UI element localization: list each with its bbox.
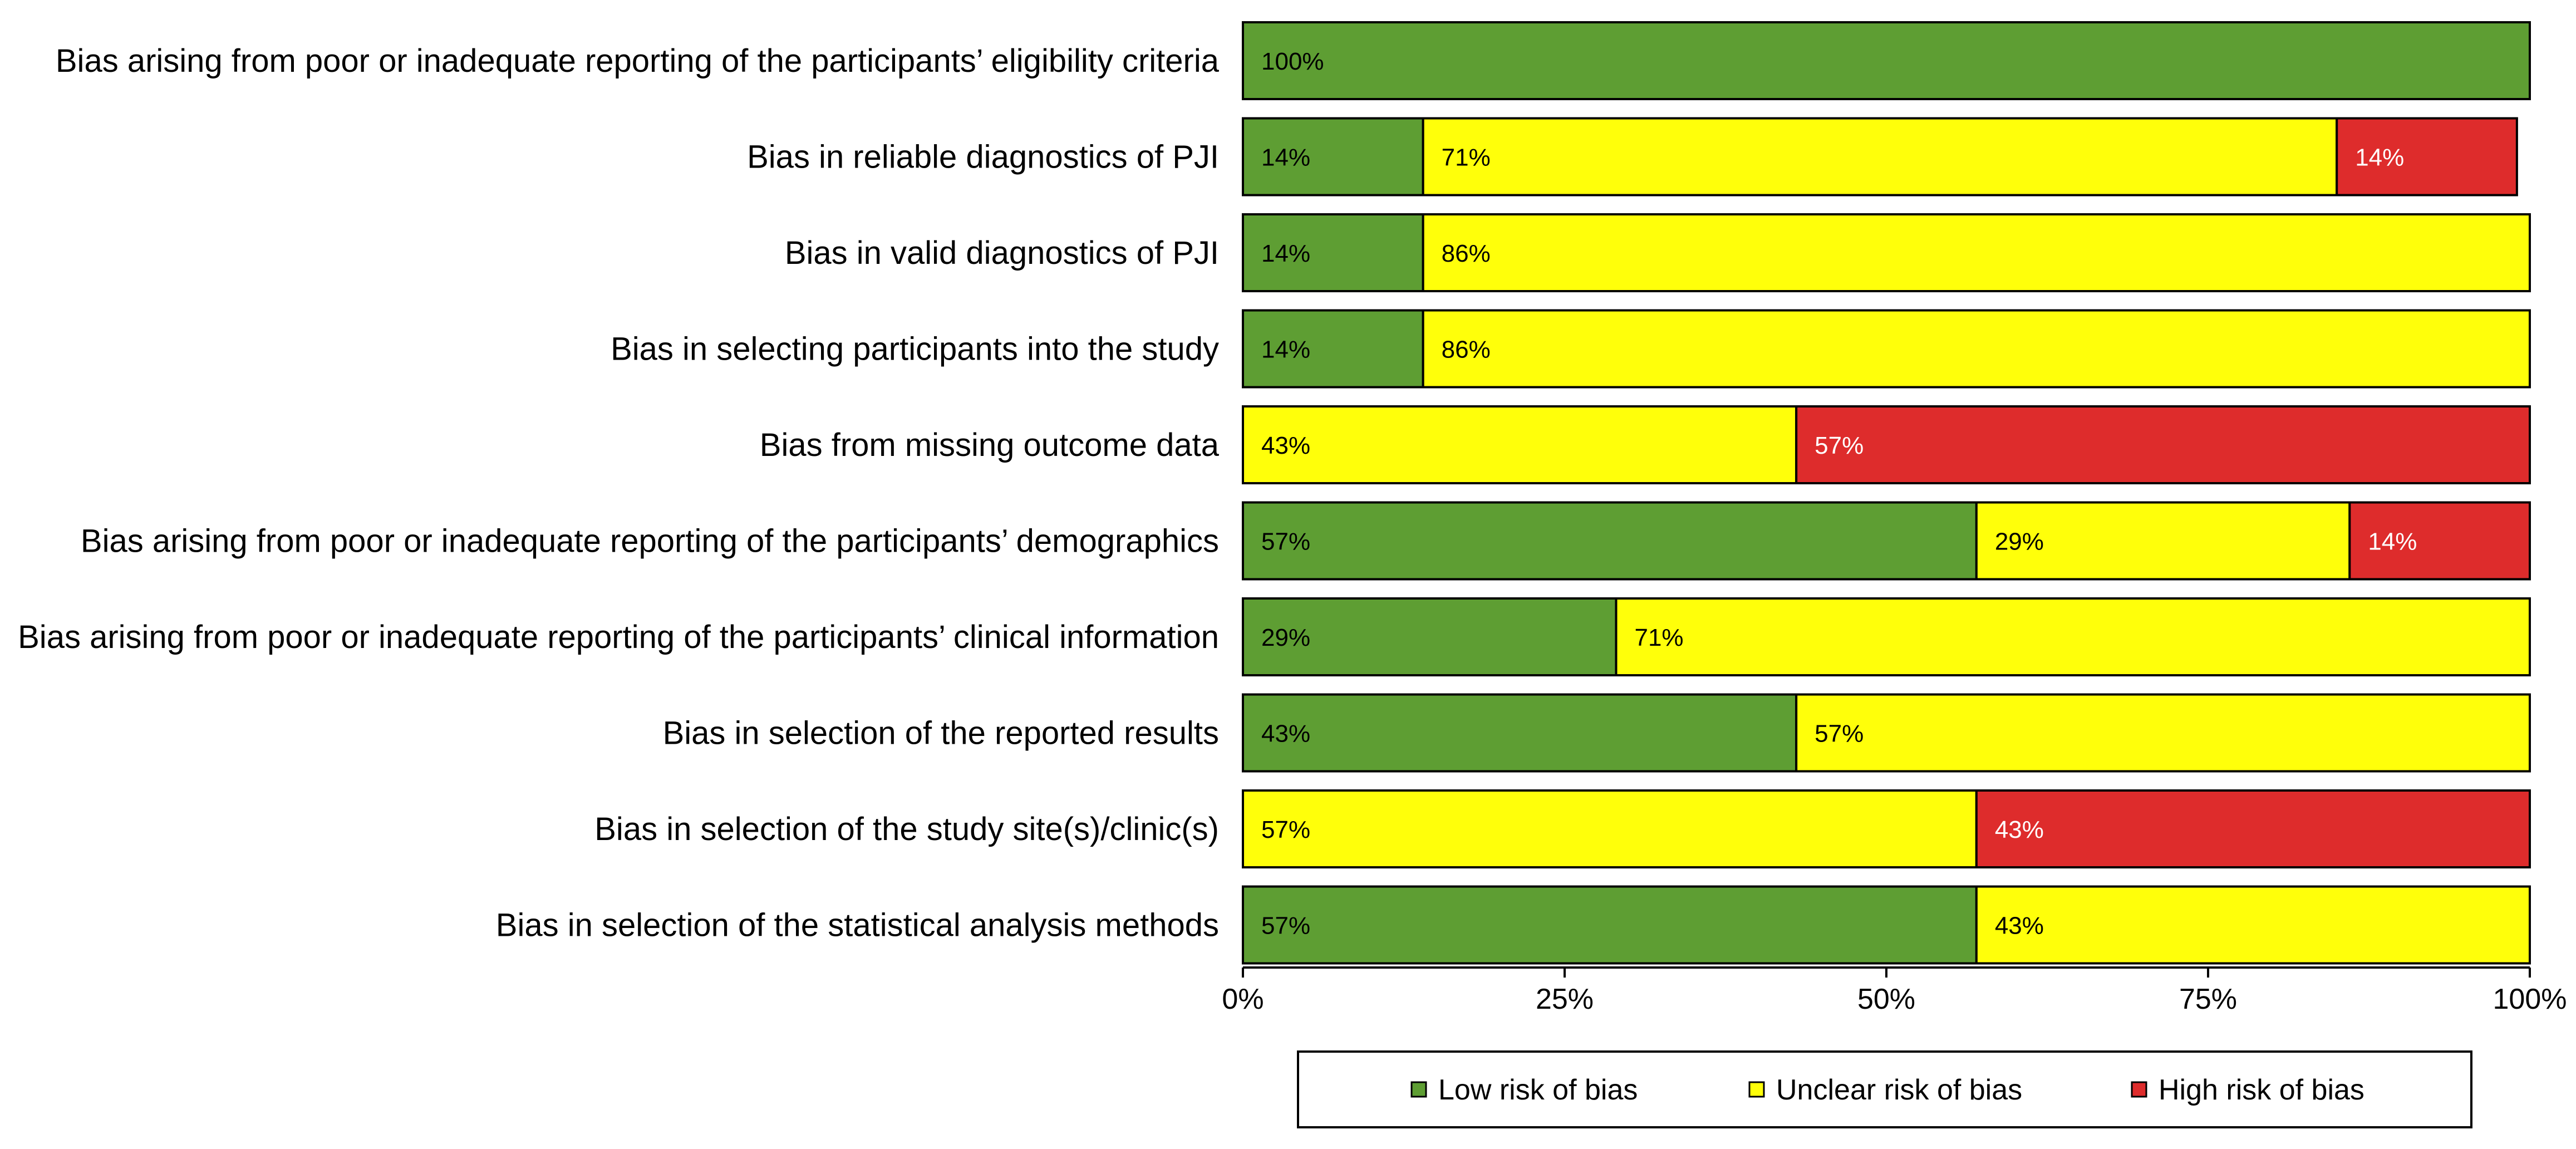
legend: Low risk of bias Unclear risk of bias High… <box>1297 1050 2472 1128</box>
category-label: Bias arising from poor or inadequate rep… <box>18 619 1219 655</box>
bar-data-label: 14% <box>2368 528 2417 556</box>
bar-data-label: 57% <box>1261 528 1310 556</box>
legend-swatch <box>1748 1081 1765 1098</box>
category-label: Bias arising from poor or inadequate rep… <box>56 43 1220 79</box>
legend-swatch <box>2131 1081 2147 1098</box>
category-label: Bias in selection of the study site(s)/c… <box>594 811 1219 847</box>
bar-segment-low-risk-of-bias <box>1242 885 1978 965</box>
legend-swatch <box>1410 1081 1427 1098</box>
bar-segment-low-risk-of-bias <box>1242 693 1798 773</box>
legend-box <box>1297 1050 2472 1128</box>
bar-segment-low-risk-of-bias <box>1242 117 1424 197</box>
bar-segment-unclear-risk-of-bias <box>1795 693 2531 773</box>
bar-data-label: 57% <box>1261 912 1310 940</box>
bar-data-label: 57% <box>1261 816 1310 843</box>
legend-entry-label: Unclear risk of bias <box>1776 1074 2022 1106</box>
bar-data-label: 29% <box>1995 528 2044 556</box>
bar-data-label: 86% <box>1442 240 1491 267</box>
x-tick-label: 50% <box>1857 983 1915 1015</box>
bar-data-label: 29% <box>1261 624 1310 651</box>
bar-data-label: 43% <box>1995 816 2044 843</box>
bar-data-label: 71% <box>1634 624 1683 651</box>
category-label: Bias from missing outcome data <box>760 427 1220 463</box>
bar-segment-unclear-risk-of-bias <box>1422 213 2531 292</box>
bars-group: 100% 14% 71% 14% 14% 86% 14% 86% 43% 57% 57% 29% 14%… <box>1242 21 2531 965</box>
bar-data-label: 57% <box>1815 720 1864 748</box>
legend-entry-label: Low risk of bias <box>1438 1074 1638 1106</box>
bar-segment-low-risk-of-bias <box>1242 501 1978 581</box>
bar-segment-unclear-risk-of-bias <box>1422 309 2531 389</box>
category-label: Bias in valid diagnostics of PJI <box>785 235 1219 271</box>
bar-segment-low-risk-of-bias <box>1242 21 2531 100</box>
bar-data-label: 43% <box>1261 432 1310 459</box>
bar-data-label: 14% <box>1261 240 1310 267</box>
bar-segment-unclear-risk-of-bias <box>1422 117 2338 197</box>
x-tick-label: 25% <box>1536 983 1594 1015</box>
bar-segment-unclear-risk-of-bias <box>1975 501 2351 581</box>
category-label: Bias arising from poor or inadequate rep… <box>81 523 1219 559</box>
bar-segment-unclear-risk-of-bias <box>1242 405 1798 484</box>
bar-segment-unclear-risk-of-bias <box>1242 789 1978 868</box>
x-tick-label: 0% <box>1222 983 1264 1015</box>
bar-data-label: 14% <box>1261 144 1310 171</box>
category-label: Bias in selection of the statistical ana… <box>496 907 1219 944</box>
category-label: Bias in selecting participants into the … <box>611 331 1219 367</box>
bar-segment-low-risk-of-bias <box>1242 597 1618 676</box>
bar-data-label: 43% <box>1261 720 1310 748</box>
bar-segment-high-risk-of-bias <box>2336 117 2518 197</box>
bar-segment-unclear-risk-of-bias <box>1615 597 2531 676</box>
bar-data-label: 14% <box>2355 144 2404 171</box>
category-label: Bias in reliable diagnostics of PJI <box>747 139 1219 175</box>
bar-segment-high-risk-of-bias <box>1975 789 2531 868</box>
bar-data-label: 14% <box>1261 336 1310 364</box>
bar-data-label: 100% <box>1261 48 1324 75</box>
bar-segment-high-risk-of-bias <box>1795 405 2531 484</box>
bar-data-label: 43% <box>1995 912 2044 940</box>
x-tick-label: 75% <box>2179 983 2237 1015</box>
bar-segment-unclear-risk-of-bias <box>1975 885 2531 965</box>
bar-data-label: 86% <box>1442 336 1491 364</box>
x-axis: 0% 25% 50% 75% 100% <box>1222 966 2567 1015</box>
category-label: Bias in selection of the reported result… <box>663 715 1219 752</box>
category-labels: Bias arising from poor or inadequate rep… <box>18 43 1220 944</box>
bar-segment-low-risk-of-bias <box>1242 213 1424 292</box>
legend-entry-label: High risk of bias <box>2159 1074 2364 1106</box>
bar-segment-high-risk-of-bias <box>2348 501 2531 581</box>
bar-data-label: 71% <box>1442 144 1491 171</box>
bar-data-label: 57% <box>1815 432 1864 459</box>
x-tick-label: 100% <box>2493 983 2567 1015</box>
